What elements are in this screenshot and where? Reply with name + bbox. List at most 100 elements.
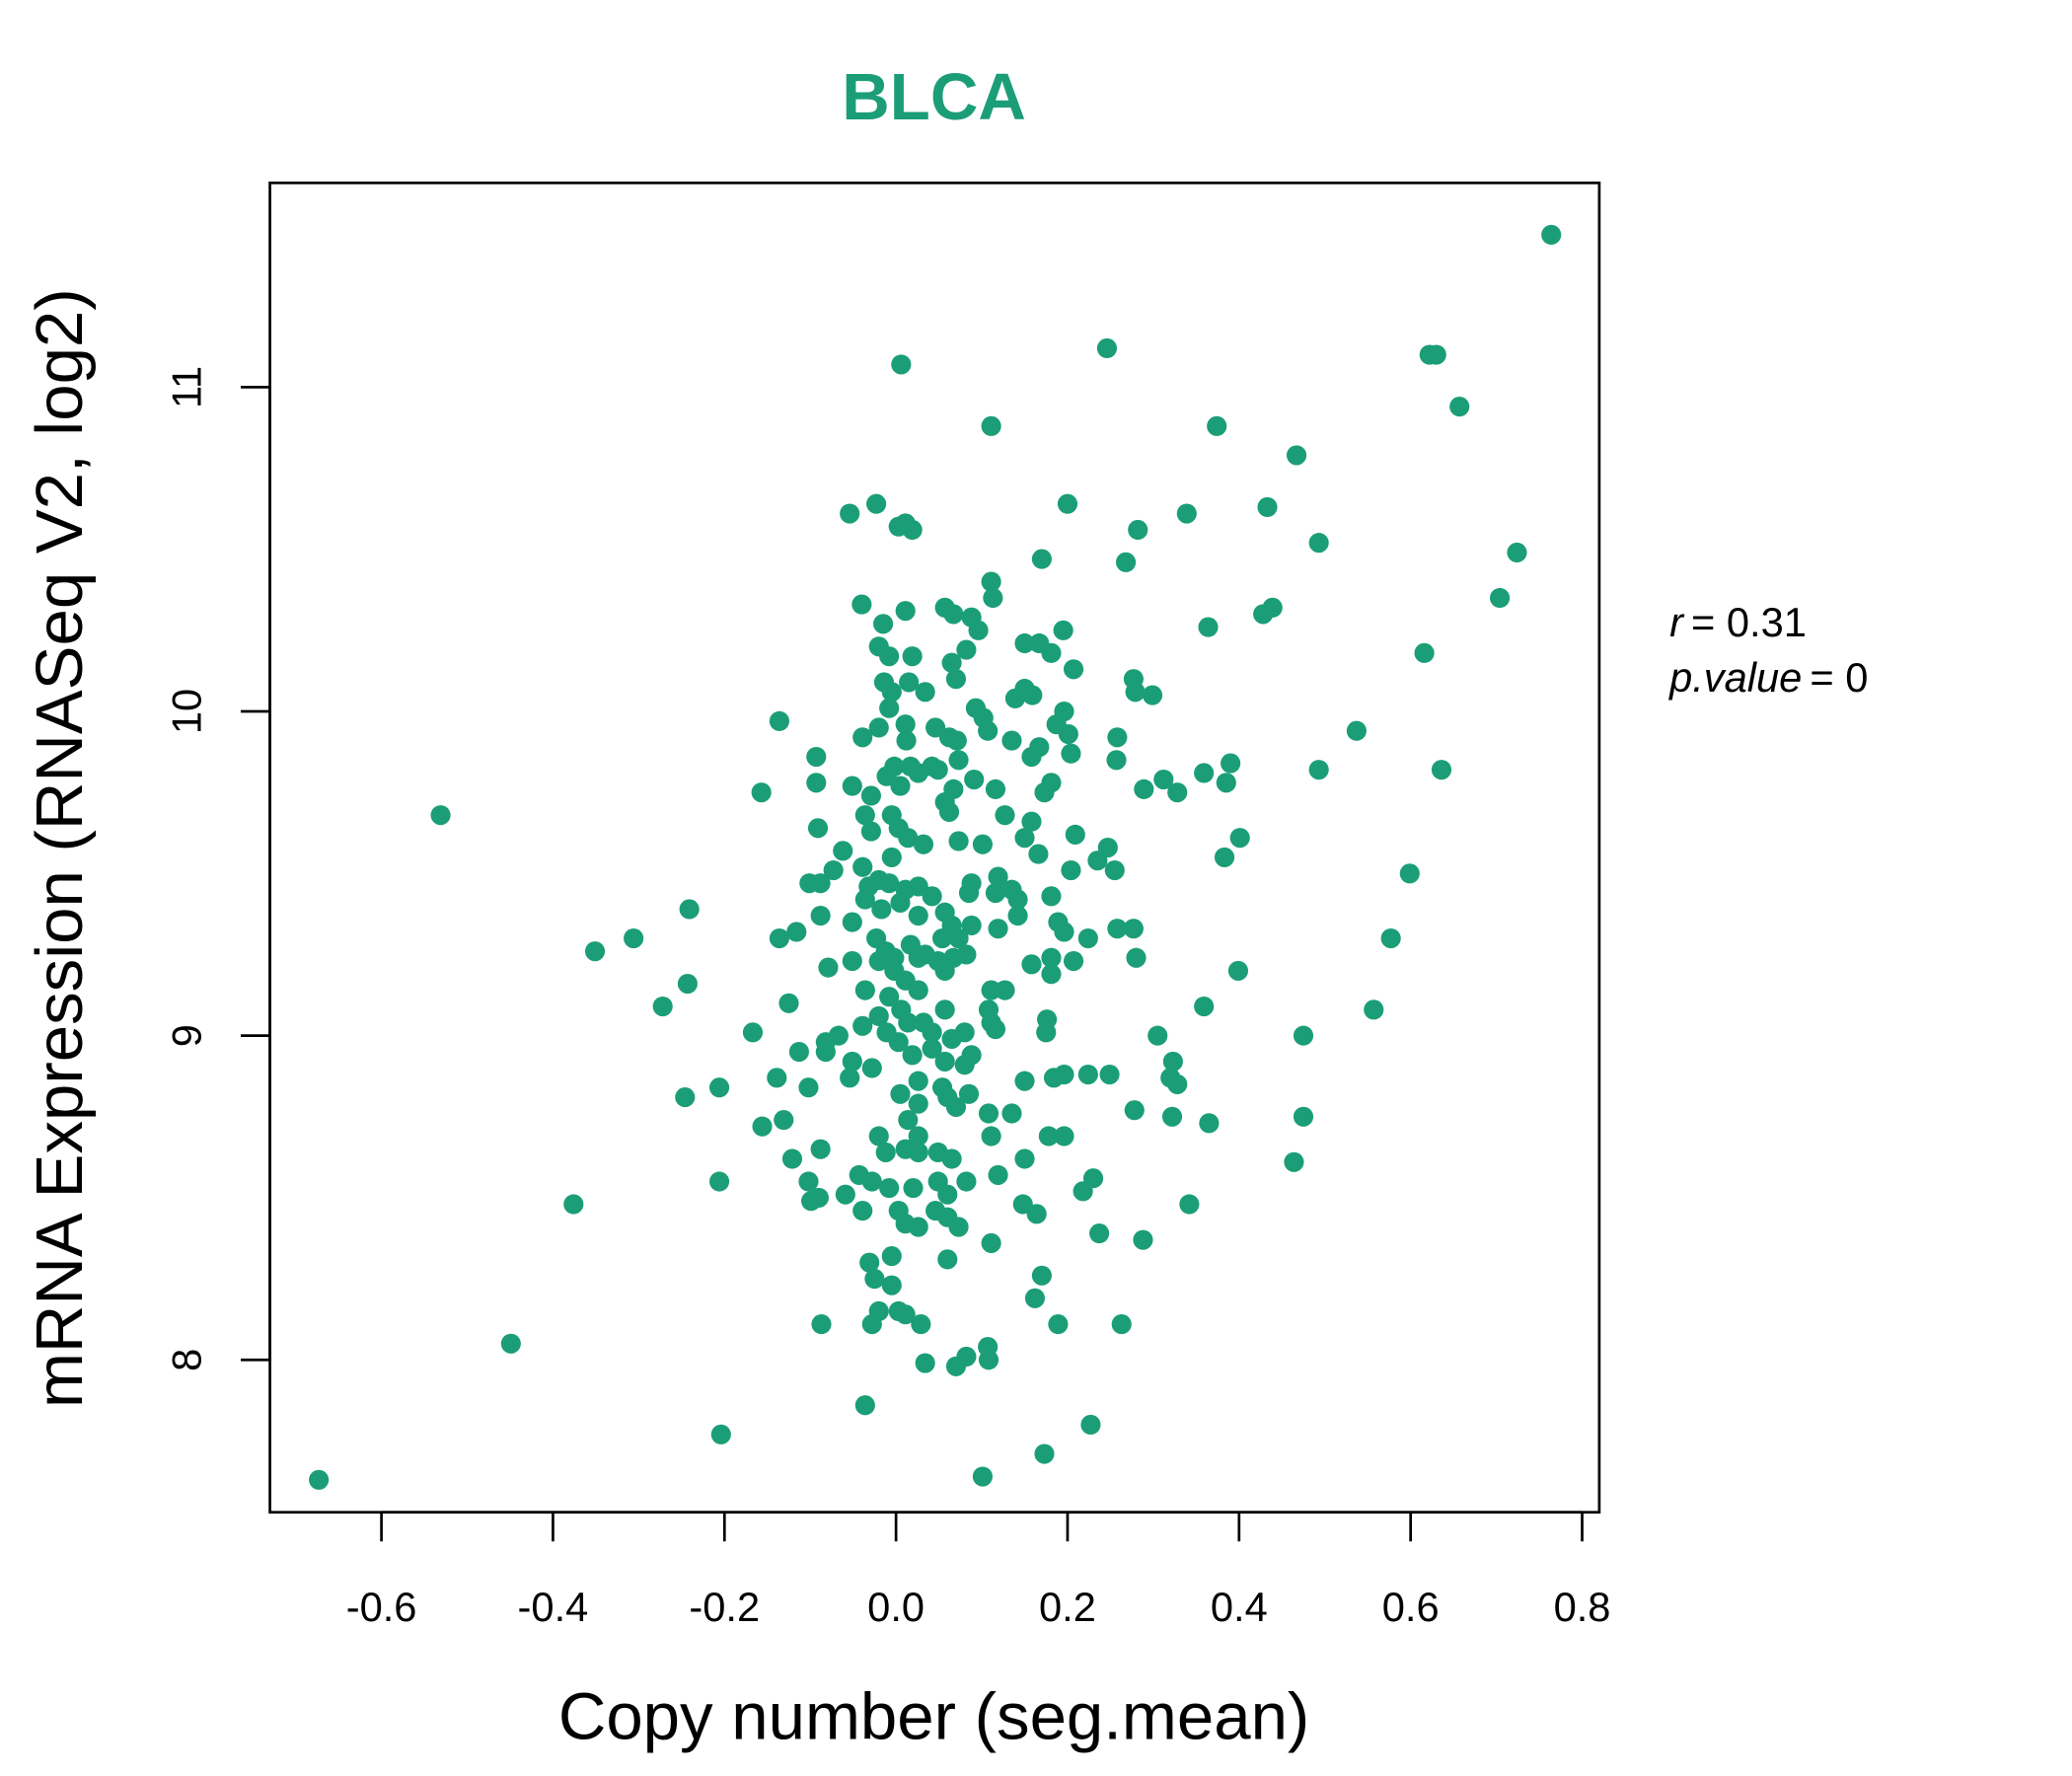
- data-point: [1257, 496, 1278, 518]
- data-point: [871, 899, 892, 920]
- data-point: [895, 1304, 916, 1325]
- x-tick-label: -0.4: [518, 1584, 589, 1630]
- data-point: [1054, 922, 1074, 942]
- data-point: [908, 876, 928, 897]
- data-point: [1160, 1068, 1181, 1088]
- data-point: [1063, 659, 1084, 680]
- data-point: [1126, 947, 1147, 968]
- data-point: [890, 892, 911, 913]
- data-point: [1054, 1126, 1074, 1147]
- data-point: [1053, 620, 1073, 640]
- data-point: [1142, 685, 1163, 705]
- data-point: [961, 1045, 982, 1066]
- data-point: [1089, 1223, 1110, 1244]
- data-point: [1229, 828, 1250, 849]
- data-point: [1364, 999, 1384, 1020]
- data-point: [1061, 859, 1081, 881]
- data-point: [1227, 960, 1249, 981]
- data-point: [1216, 773, 1236, 793]
- data-point: [961, 915, 982, 935]
- data-point: [908, 1217, 928, 1237]
- data-point: [1065, 824, 1085, 845]
- data-point: [810, 1139, 831, 1159]
- data-point: [908, 1071, 928, 1091]
- data-point: [752, 1116, 773, 1137]
- data-point: [956, 944, 977, 965]
- data-point: [675, 1086, 696, 1108]
- data-point: [879, 987, 900, 1007]
- data-point: [1087, 851, 1108, 871]
- data-point: [1125, 682, 1146, 703]
- data-point: [1199, 1113, 1220, 1134]
- data-point: [941, 652, 962, 673]
- data-point: [823, 859, 844, 881]
- data-point: [751, 782, 772, 803]
- data-point: [842, 950, 862, 972]
- data-point: [981, 571, 1001, 592]
- data-point: [903, 1177, 924, 1199]
- data-point: [968, 620, 989, 640]
- data-point: [1194, 996, 1215, 1017]
- data-point: [1001, 730, 1022, 751]
- data-point: [981, 980, 1001, 1000]
- data-point: [742, 1022, 764, 1043]
- data-point: [937, 1184, 958, 1205]
- y-tick-label: 9: [164, 1024, 210, 1047]
- data-point: [1041, 964, 1062, 985]
- data-point: [1014, 1148, 1035, 1169]
- data-point: [908, 1093, 928, 1114]
- data-point: [852, 727, 873, 748]
- data-point: [1507, 542, 1527, 563]
- data-point: [943, 604, 964, 625]
- data-point: [861, 1058, 882, 1078]
- data-point: [1012, 1194, 1033, 1215]
- data-point: [1041, 642, 1062, 663]
- data-point: [842, 776, 862, 796]
- data-point: [902, 1045, 923, 1066]
- data-point: [1021, 746, 1042, 768]
- data-point: [985, 882, 1006, 904]
- data-point: [1431, 760, 1452, 780]
- data-point: [1161, 1106, 1183, 1127]
- data-point: [922, 886, 942, 907]
- data-point: [500, 1333, 521, 1354]
- x-axis: -0.6 -0.4 -0.2 0.0 0.2 0.4 0.6 0.8: [346, 1511, 1610, 1630]
- data-point: [948, 831, 969, 851]
- data-point: [945, 669, 967, 690]
- data-point: [1007, 905, 1028, 926]
- data-point: [1099, 1064, 1120, 1085]
- y-axis-label: mRNA Expression (RNASeq V2, log2): [23, 288, 97, 1408]
- data-point: [1058, 723, 1078, 745]
- data-point: [898, 1109, 919, 1131]
- data-point: [1014, 828, 1035, 849]
- data-point: [895, 714, 916, 735]
- r-value: = 0.31: [1691, 599, 1807, 645]
- data-point: [934, 1051, 955, 1072]
- data-point: [1293, 1025, 1314, 1046]
- data-point: [875, 1142, 896, 1163]
- data-point: [767, 1068, 787, 1088]
- data-point: [854, 980, 875, 1000]
- data-point: [908, 1126, 928, 1147]
- data-point: [624, 927, 644, 949]
- data-point: [1061, 743, 1081, 764]
- correlation-annotation: r = 0.31 p.value = 0: [1667, 599, 1868, 701]
- data-point: [1124, 1100, 1145, 1121]
- data-point: [854, 1395, 875, 1416]
- data-point: [806, 773, 827, 793]
- data-point: [708, 1171, 730, 1192]
- p-label: p.value: [1667, 654, 1802, 701]
- data-point: [1096, 337, 1118, 359]
- data-point: [833, 841, 853, 861]
- data-point: [861, 1314, 882, 1335]
- data-point: [868, 950, 889, 972]
- data-point: [908, 980, 928, 1000]
- data-point: [1214, 847, 1235, 867]
- data-point: [1036, 1022, 1057, 1043]
- data-point: [895, 601, 916, 622]
- data-point: [852, 1015, 873, 1036]
- data-point: [922, 1022, 942, 1043]
- points: [309, 224, 1562, 1490]
- data-point: [913, 834, 934, 854]
